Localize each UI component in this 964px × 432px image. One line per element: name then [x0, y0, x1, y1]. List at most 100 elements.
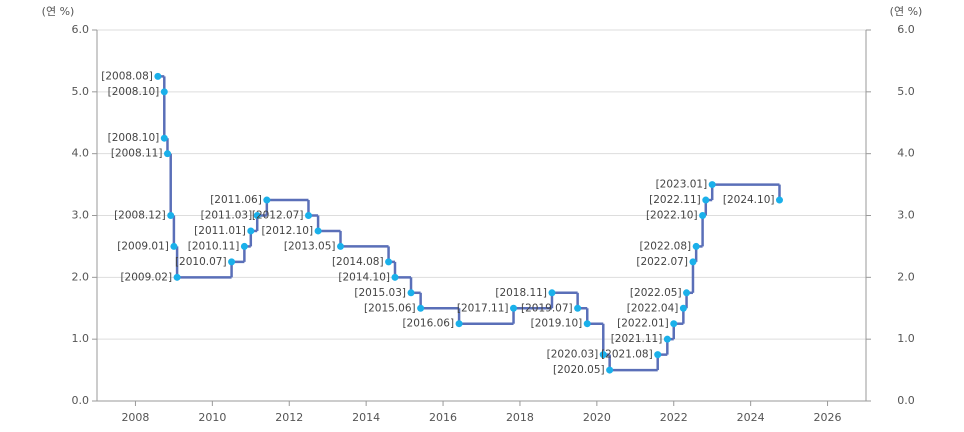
x-tick-label: 2008 [121, 411, 149, 424]
point [692, 242, 700, 250]
point-label: [2016.06] [402, 318, 454, 330]
x-tick-label: 2022 [660, 411, 688, 424]
point [670, 320, 678, 328]
point-label: [2021.08] [601, 349, 653, 361]
y2-tick-label: 1.0 [897, 332, 915, 345]
point [228, 258, 236, 266]
point [247, 227, 255, 235]
x-tick-label: 2018 [506, 411, 534, 424]
point [240, 242, 248, 250]
x-tick-label: 2016 [429, 411, 457, 424]
point [583, 320, 591, 328]
point [606, 366, 614, 374]
point-label: [2014.10] [338, 271, 390, 283]
point-label: [2014.08] [332, 256, 384, 268]
point-label: [2008.10] [108, 132, 160, 144]
point [391, 273, 399, 281]
point [304, 212, 312, 219]
point [385, 258, 393, 266]
point [689, 258, 697, 266]
y-tick-label: 0.0 [72, 394, 90, 407]
point [663, 335, 671, 343]
point-label: [2008.10] [108, 86, 160, 98]
y2-tick-label: 2.0 [897, 270, 915, 283]
x-tick-label: 2020 [583, 411, 611, 424]
point [253, 212, 261, 219]
point [775, 196, 783, 204]
point-label: [2021.11] [611, 333, 663, 345]
point-label: [2011.06] [210, 194, 262, 206]
y2-axis-label: (연 %) [890, 5, 923, 18]
point [173, 273, 181, 281]
y-tick-label: 2.0 [72, 270, 90, 283]
point [699, 212, 707, 219]
point [160, 134, 168, 142]
point-label: [2011.03] [201, 210, 253, 222]
point-label: [2010.07] [175, 256, 227, 268]
point-label: [2010.11] [188, 240, 240, 252]
y2-tick-label: 5.0 [897, 85, 915, 98]
point [574, 304, 582, 312]
point-label: [2008.08] [101, 70, 153, 82]
point-label: [2018.11] [495, 287, 547, 299]
x-tick-label: 2014 [352, 411, 380, 424]
point [417, 304, 425, 312]
point-label: [2020.03] [547, 349, 599, 361]
point [708, 181, 716, 189]
point-label: [2022.07] [636, 256, 688, 268]
point [163, 150, 171, 158]
y2-tick-label: 4.0 [897, 147, 915, 160]
point [154, 72, 162, 80]
point-label: [2009.01] [117, 240, 169, 252]
point [263, 196, 271, 204]
y-tick-label: 6.0 [72, 23, 90, 36]
point [160, 88, 168, 96]
point-label: [2022.05] [630, 287, 682, 299]
point-label: [2012.10] [261, 225, 313, 237]
point [510, 304, 518, 312]
point-label: [2019.10] [531, 318, 583, 330]
x-tick-label: 2012 [275, 411, 303, 424]
point-label: [2013.05] [284, 240, 336, 252]
point-label: [2017.11] [457, 302, 509, 314]
point [455, 320, 463, 328]
y-tick-label: 4.0 [72, 147, 90, 160]
point [314, 227, 322, 235]
y-tick-label: 5.0 [72, 85, 90, 98]
point [548, 289, 556, 297]
y2-tick-label: 6.0 [897, 23, 915, 36]
y-tick-label: 1.0 [72, 332, 90, 345]
point-label: [2022.04] [627, 302, 679, 314]
y-axis-label: (연 %) [42, 5, 75, 18]
point-label: [2022.01] [617, 318, 669, 330]
point-label: [2022.10] [646, 210, 698, 222]
point-label: [2024.10] [723, 194, 775, 206]
point [170, 242, 178, 250]
point [337, 242, 345, 250]
point [167, 212, 175, 219]
point-label: [2008.11] [111, 148, 163, 160]
point [654, 351, 662, 359]
y2-tick-label: 3.0 [897, 209, 915, 222]
y-tick-label: 3.0 [72, 209, 90, 222]
point-label: [2023.01] [656, 179, 708, 191]
point-label: [2022.08] [640, 240, 692, 252]
y2-tick-label: 0.0 [897, 394, 915, 407]
point-label: [2008.12] [114, 210, 166, 222]
point-label: [2009.02] [120, 271, 172, 283]
point-label: [2012.07] [252, 210, 304, 222]
point [679, 304, 687, 312]
point [702, 196, 710, 204]
point-label: [2015.06] [364, 302, 416, 314]
point-label: [2011.01] [194, 225, 246, 237]
point [683, 289, 691, 297]
point-label: [2015.03] [354, 287, 406, 299]
x-tick-label: 2026 [814, 411, 842, 424]
point [407, 289, 415, 297]
point-label: [2019.07] [521, 302, 573, 314]
point [599, 351, 607, 359]
point-label: [2020.05] [553, 364, 605, 376]
x-tick-label: 2010 [198, 411, 226, 424]
x-tick-label: 2024 [737, 411, 765, 424]
